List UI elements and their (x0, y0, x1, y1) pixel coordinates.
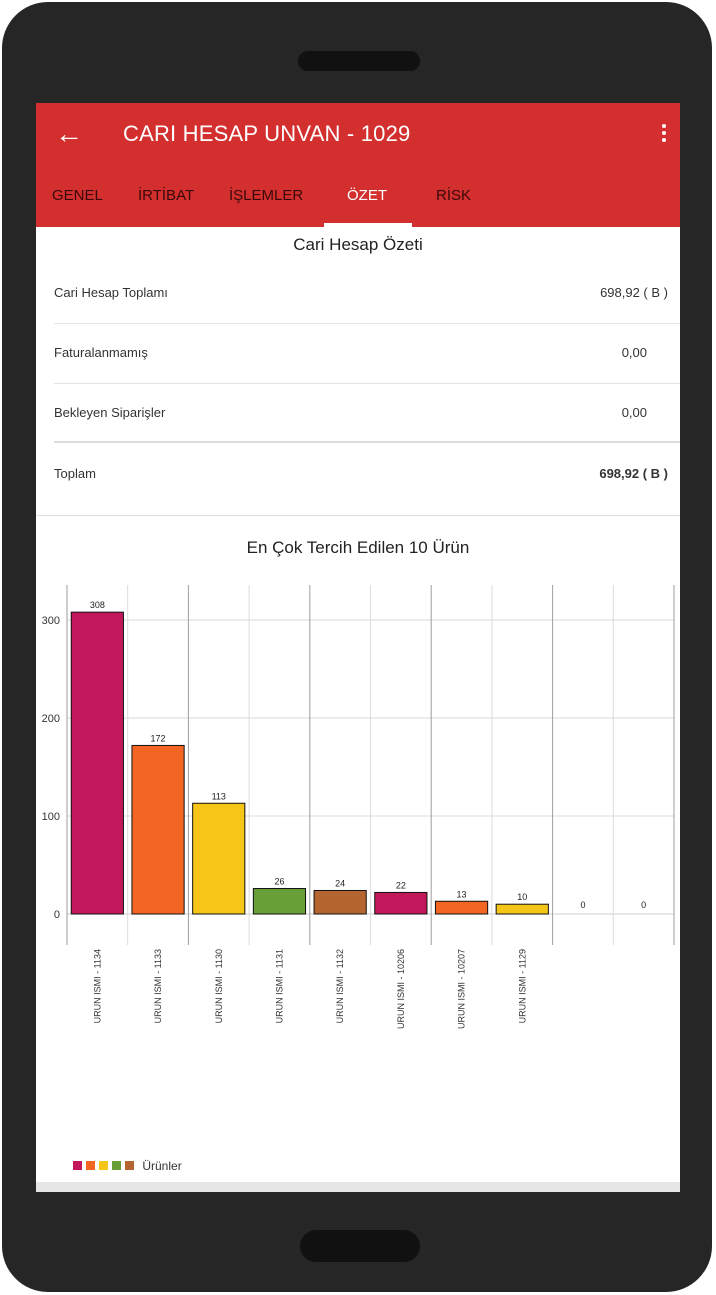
row-label: Bekleyen Siparişler (54, 405, 166, 420)
legend-swatch (86, 1161, 95, 1171)
tab-islemler[interactable]: İŞLEMLER (229, 187, 304, 204)
more-vert-icon[interactable] (654, 121, 674, 151)
bar-value-label: 26 (274, 877, 284, 887)
bar-value-label: 24 (335, 878, 345, 888)
x-tick-label: URUN ISMI - 1133 (153, 949, 163, 1023)
legend-label: Ürünler (142, 1158, 182, 1173)
total-label: Toplam (54, 466, 96, 481)
bar-value-label: 308 (90, 600, 105, 610)
bar-value-label: 22 (396, 880, 406, 890)
legend-swatch (112, 1161, 121, 1171)
page-title: CARI HESAP UNVAN - 1029 (123, 121, 411, 146)
bar (434, 900, 489, 915)
bottom-strip (36, 1182, 680, 1192)
y-tick-label: 200 (42, 713, 60, 725)
bar-value-label: 10 (517, 892, 527, 902)
summary-row: Cari Hesap Toplamı 698,92 ( B ) (54, 263, 680, 324)
x-tick-label: URUN ISMI - 1132 (335, 949, 345, 1023)
bar (131, 744, 185, 915)
bar-value-label: 0 (580, 900, 585, 910)
legend-swatches (73, 1158, 138, 1172)
summary-row: Faturalanmamış 0,00 (54, 323, 680, 384)
tab-genel[interactable]: GENEL (52, 187, 103, 204)
row-label: Faturalanmamış (54, 345, 148, 360)
x-tick-label: URUN ISMI - 10206 (396, 949, 406, 1029)
chart-legend: Ürünler (73, 1158, 182, 1173)
row-label: Cari Hesap Toplamı (54, 285, 168, 300)
chart-title: En Çok Tercih Edilen 10 Ürün (246, 538, 470, 557)
total-divider (54, 441, 680, 443)
bar (192, 802, 246, 915)
y-tick-label: 100 (42, 811, 60, 823)
y-tick-label: 0 (54, 909, 60, 921)
bar (252, 888, 307, 915)
home-button[interactable] (300, 1230, 420, 1262)
app-screen: ← CARI HESAP UNVAN - 1029 GENEL İRTİBAT … (36, 103, 680, 1192)
total-value: 698,92 ( B ) (599, 466, 668, 481)
tab-risk[interactable]: RİSK (436, 187, 472, 204)
x-tick-label: URUN ISMI - 10207 (457, 949, 467, 1029)
bar (313, 889, 367, 915)
x-tick-label: URUN ISMI - 1129 (517, 949, 527, 1023)
arrow-back-icon[interactable]: ← (55, 118, 83, 149)
bar (70, 611, 124, 915)
bar (495, 903, 549, 915)
section-divider (36, 515, 680, 516)
bar-value-label: 113 (212, 791, 226, 801)
row-value: 0,00 (621, 405, 647, 420)
tab-ozet[interactable]: ÖZET (347, 187, 387, 204)
active-tab-indicator (324, 223, 412, 227)
legend-swatch (73, 1161, 82, 1171)
row-value: 698,92 ( B ) (600, 285, 668, 300)
row-value: 0,00 (621, 345, 647, 360)
phone-speaker (298, 51, 420, 71)
legend-swatch (99, 1161, 108, 1171)
summary-row: Bekleyen Siparişler 0,00 (54, 383, 680, 443)
bar-value-label: 13 (457, 889, 467, 899)
summary-title: Cari Hesap Özeti (293, 235, 423, 254)
tab-irtibat[interactable]: İRTİBAT (138, 187, 195, 204)
summary-total-row: Toplam 698,92 ( B ) (54, 444, 680, 504)
x-tick-label: URUN ISMI - 1134 (92, 949, 102, 1023)
x-tick-label: URUN ISMI - 1130 (214, 949, 224, 1023)
x-tick-label: URUN ISMI - 1131 (274, 949, 284, 1023)
bar-value-label: 172 (151, 733, 166, 743)
legend-swatch (125, 1161, 134, 1171)
app-bar: ← CARI HESAP UNVAN - 1029 GENEL İRTİBAT … (36, 103, 680, 227)
y-tick-label: 300 (42, 615, 60, 627)
bar (374, 891, 428, 915)
bar-value-label: 0 (641, 900, 646, 910)
